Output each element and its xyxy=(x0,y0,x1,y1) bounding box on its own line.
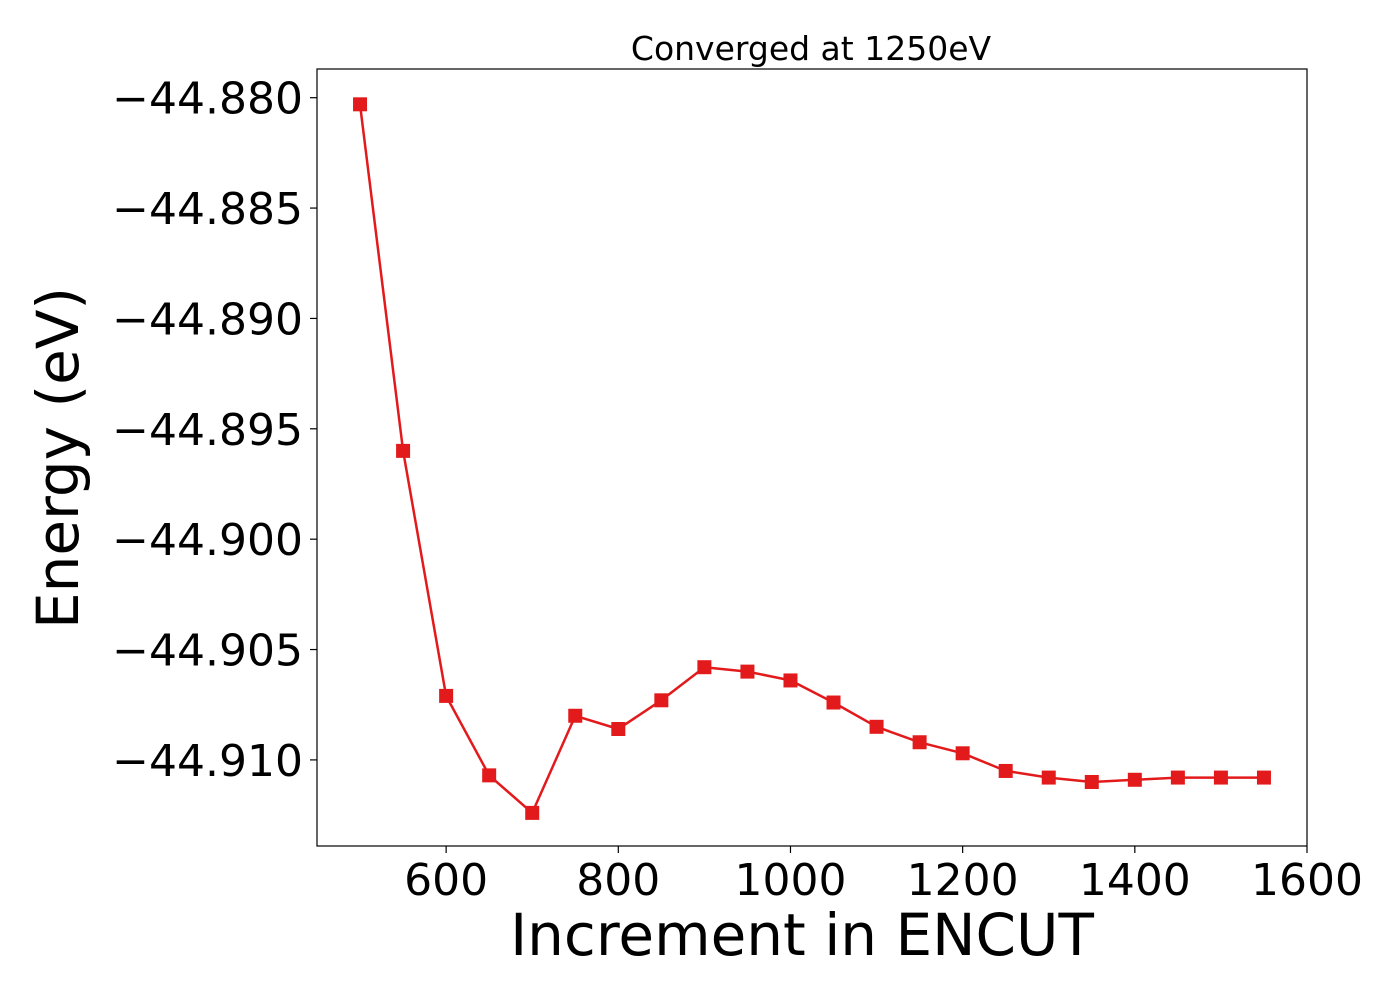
data-point xyxy=(912,735,927,750)
series-line xyxy=(358,104,1264,815)
y-tick-label: −44.895 xyxy=(112,405,303,456)
data-point xyxy=(955,746,970,761)
x-tick-label: 1400 xyxy=(1079,855,1191,906)
y-tick-label: −44.890 xyxy=(112,294,303,345)
data-point xyxy=(869,719,884,734)
data-point xyxy=(1084,774,1099,789)
plot-area xyxy=(316,68,1308,847)
y-tick-label: −44.900 xyxy=(112,515,303,566)
data-point xyxy=(697,660,712,675)
x-axis: 600 800 1000 1200 1400 1600 xyxy=(404,846,1363,906)
x-tick-label: 600 xyxy=(404,855,488,906)
x-axis-label: Increment in ENCUT xyxy=(510,901,1094,969)
y-axis-label: Energy (eV) xyxy=(24,287,92,629)
data-point xyxy=(783,673,798,688)
y-tick-label: −44.905 xyxy=(112,626,303,677)
y-tick-label: −44.880 xyxy=(112,74,303,125)
data-point xyxy=(525,805,540,820)
chart-title: Converged at 1250eV xyxy=(631,29,992,68)
data-point xyxy=(1041,770,1056,785)
data-point xyxy=(654,693,669,708)
x-tick-label: 1200 xyxy=(907,855,1019,906)
data-point xyxy=(1127,772,1142,787)
data-point xyxy=(353,97,368,112)
data-point xyxy=(998,763,1013,778)
data-point xyxy=(1256,770,1271,785)
y-axis: −44.880 −44.885 −44.890 −44.895 −44.900 −44.9… xyxy=(112,74,317,787)
data-point xyxy=(396,443,411,458)
data-point xyxy=(611,722,626,737)
y-tick-label: −44.910 xyxy=(112,736,303,787)
data-point xyxy=(568,708,583,723)
data-point xyxy=(740,664,755,679)
y-tick-label: −44.885 xyxy=(112,184,303,235)
data-point xyxy=(482,768,497,783)
data-point xyxy=(1213,770,1228,785)
data-point xyxy=(1170,770,1185,785)
data-point xyxy=(826,695,841,710)
x-tick-label: 800 xyxy=(576,855,660,906)
plot-frame xyxy=(316,68,1308,847)
x-tick-label: 1000 xyxy=(734,855,846,906)
data-point xyxy=(439,688,454,703)
x-tick-label: 1600 xyxy=(1251,855,1363,906)
